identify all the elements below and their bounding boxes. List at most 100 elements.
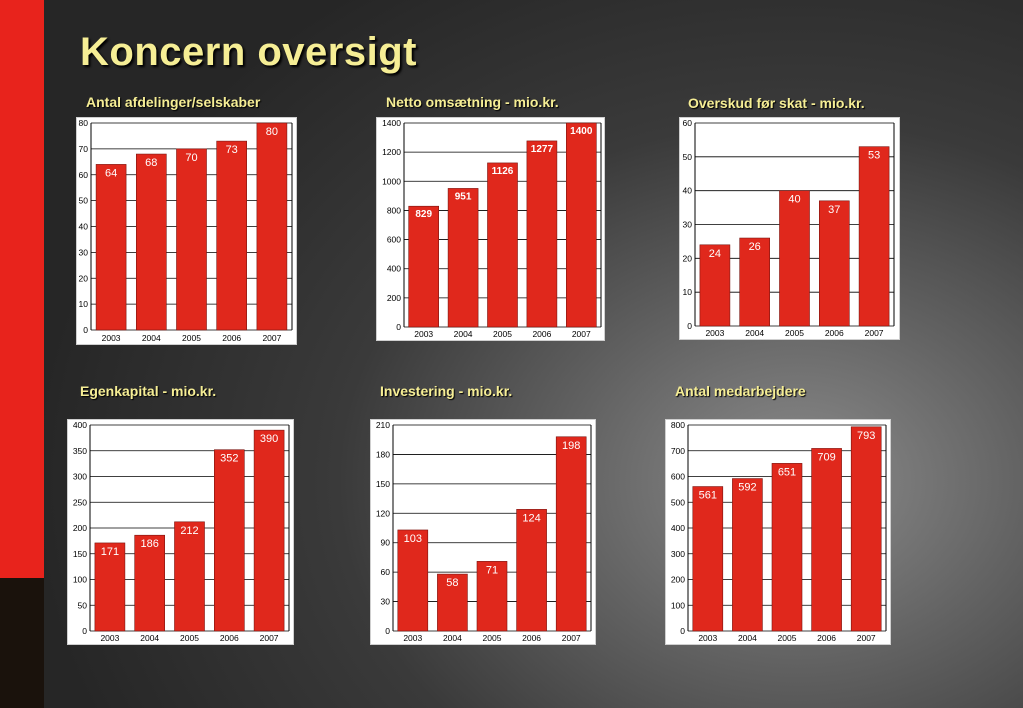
- data-label: 1277: [531, 144, 554, 155]
- y-tick-label: 100: [671, 600, 685, 610]
- x-tick-label: 2007: [572, 329, 591, 339]
- bar-2004: [739, 237, 771, 327]
- y-tick-label: 30: [381, 597, 391, 607]
- data-label: 124: [522, 512, 540, 524]
- y-tick-label: 40: [79, 222, 89, 232]
- x-tick-label: 2004: [745, 328, 764, 338]
- bar-2004: [437, 573, 468, 632]
- bar-2005: [487, 162, 518, 328]
- x-tick-label: 2006: [532, 329, 551, 339]
- bar-2006: [811, 448, 842, 632]
- x-tick-label: 2006: [222, 333, 241, 343]
- data-label: 390: [260, 433, 278, 445]
- y-tick-label: 20: [79, 273, 89, 283]
- data-label: 829: [415, 209, 432, 220]
- y-tick-label: 0: [82, 626, 87, 636]
- chart-overskud-svg: 0 10 20 30 40 50 60 24 2003 26 2004 40 2005 37 2006 53 2…: [683, 118, 895, 338]
- y-tick-label: 400: [671, 523, 685, 533]
- bar-2004: [447, 188, 479, 328]
- chart-afdelinger-svg: 0 10 20 30 40 50 60 70 80 64 2003 68 2004 70 2005 73 200…: [79, 118, 293, 343]
- data-label: 80: [266, 126, 278, 138]
- y-tick-label: 1400: [382, 118, 401, 128]
- bar-2007: [256, 122, 288, 331]
- x-tick-label: 2003: [414, 329, 433, 339]
- data-label: 212: [180, 525, 198, 537]
- data-label: 58: [446, 577, 458, 589]
- bar-2005: [176, 148, 207, 331]
- y-tick-label: 500: [671, 497, 685, 507]
- y-tick-label: 120: [376, 508, 390, 518]
- data-label: 24: [709, 248, 721, 260]
- y-tick-label: 1000: [382, 176, 401, 186]
- y-tick-label: 50: [683, 152, 693, 162]
- data-label: 1126: [492, 166, 514, 177]
- y-tick-label: 60: [79, 170, 89, 180]
- y-tick-label: 80: [79, 118, 89, 128]
- y-tick-label: 150: [376, 479, 390, 489]
- data-label: 70: [185, 152, 197, 164]
- x-tick-label: 2003: [102, 333, 121, 343]
- x-tick-label: 2004: [443, 633, 462, 643]
- chart-title-medarbejdere: Antal medarbejdere: [675, 383, 806, 399]
- chart-egenkapital-svg: 0 50 100 150 200 250 300 350 400 171 2003 186 2004 21…: [73, 420, 290, 643]
- y-tick-label: 50: [79, 196, 89, 206]
- page-title: Koncern oversigt: [80, 30, 417, 74]
- bar-2003: [699, 244, 731, 327]
- bar-2007: [858, 146, 890, 327]
- chart-medarbejdere-svg: 0 100 200 300 400 500 600 700 800 561 2003 592 2004 6…: [671, 420, 887, 643]
- y-tick-label: 200: [671, 575, 685, 585]
- y-tick-label: 300: [671, 549, 685, 559]
- chart-investering-svg: 0 30 60 90 120 150 180 210 103 2003 58 2004 71 2005 12…: [376, 420, 592, 643]
- bar-2004: [732, 478, 763, 632]
- x-tick-label: 2004: [738, 633, 757, 643]
- x-tick-label: 2006: [825, 328, 844, 338]
- y-tick-label: 200: [387, 293, 401, 303]
- bar-2005: [771, 463, 803, 632]
- y-tick-label: 600: [671, 472, 685, 482]
- bar-2007: [555, 436, 587, 632]
- bar-2006: [214, 449, 245, 632]
- data-label: 26: [749, 241, 761, 253]
- y-tick-label: 180: [376, 449, 390, 459]
- chart-medarbejdere: 0 100 200 300 400 500 600 700 800 561 2003 592 2004 6…: [665, 419, 891, 645]
- y-tick-label: 350: [73, 446, 87, 456]
- y-tick-label: 700: [671, 446, 685, 456]
- x-tick-label: 2005: [785, 328, 804, 338]
- y-tick-label: 10: [683, 287, 693, 297]
- bar-2003: [692, 486, 724, 632]
- data-label: 40: [788, 194, 800, 206]
- data-label: 171: [101, 546, 119, 558]
- x-tick-label: 2006: [220, 633, 239, 643]
- x-tick-label: 2003: [698, 633, 717, 643]
- y-tick-label: 40: [683, 186, 693, 196]
- y-tick-label: 0: [680, 626, 685, 636]
- data-label: 198: [562, 440, 580, 452]
- y-tick-label: 600: [387, 235, 401, 245]
- y-tick-label: 200: [73, 523, 87, 533]
- x-tick-label: 2004: [140, 633, 159, 643]
- data-label: 73: [226, 144, 238, 156]
- x-tick-label: 2007: [865, 328, 884, 338]
- data-label: 103: [404, 533, 422, 545]
- y-tick-label: 250: [73, 497, 87, 507]
- chart-omsaetning-svg: 0 200 400 600 800 1000 1200 1400 829 2003 951 2004 1…: [382, 118, 602, 339]
- accent-red-stripe: [0, 0, 44, 578]
- bar-2006: [516, 509, 547, 632]
- data-label: 1400: [570, 126, 593, 137]
- chart-title-egenkapital: Egenkapital - mio.kr.: [80, 383, 217, 399]
- x-tick-label: 2003: [705, 328, 724, 338]
- bar-2005: [174, 521, 205, 632]
- x-tick-label: 2006: [522, 633, 541, 643]
- data-label: 951: [455, 191, 472, 202]
- bar-2003: [397, 529, 429, 632]
- y-tick-label: 0: [396, 322, 401, 332]
- data-label: 64: [105, 167, 117, 179]
- y-tick-label: 300: [73, 472, 87, 482]
- y-tick-label: 150: [73, 549, 87, 559]
- chart-afdelinger: 0 10 20 30 40 50 60 70 80 64 2003 68 2004 70 2005 73 200…: [76, 117, 297, 345]
- data-label: 68: [145, 157, 157, 169]
- accent-dark-stripe: [0, 578, 44, 708]
- y-tick-label: 1200: [382, 147, 401, 157]
- bar-2007: [566, 122, 597, 328]
- y-tick-label: 800: [671, 420, 685, 430]
